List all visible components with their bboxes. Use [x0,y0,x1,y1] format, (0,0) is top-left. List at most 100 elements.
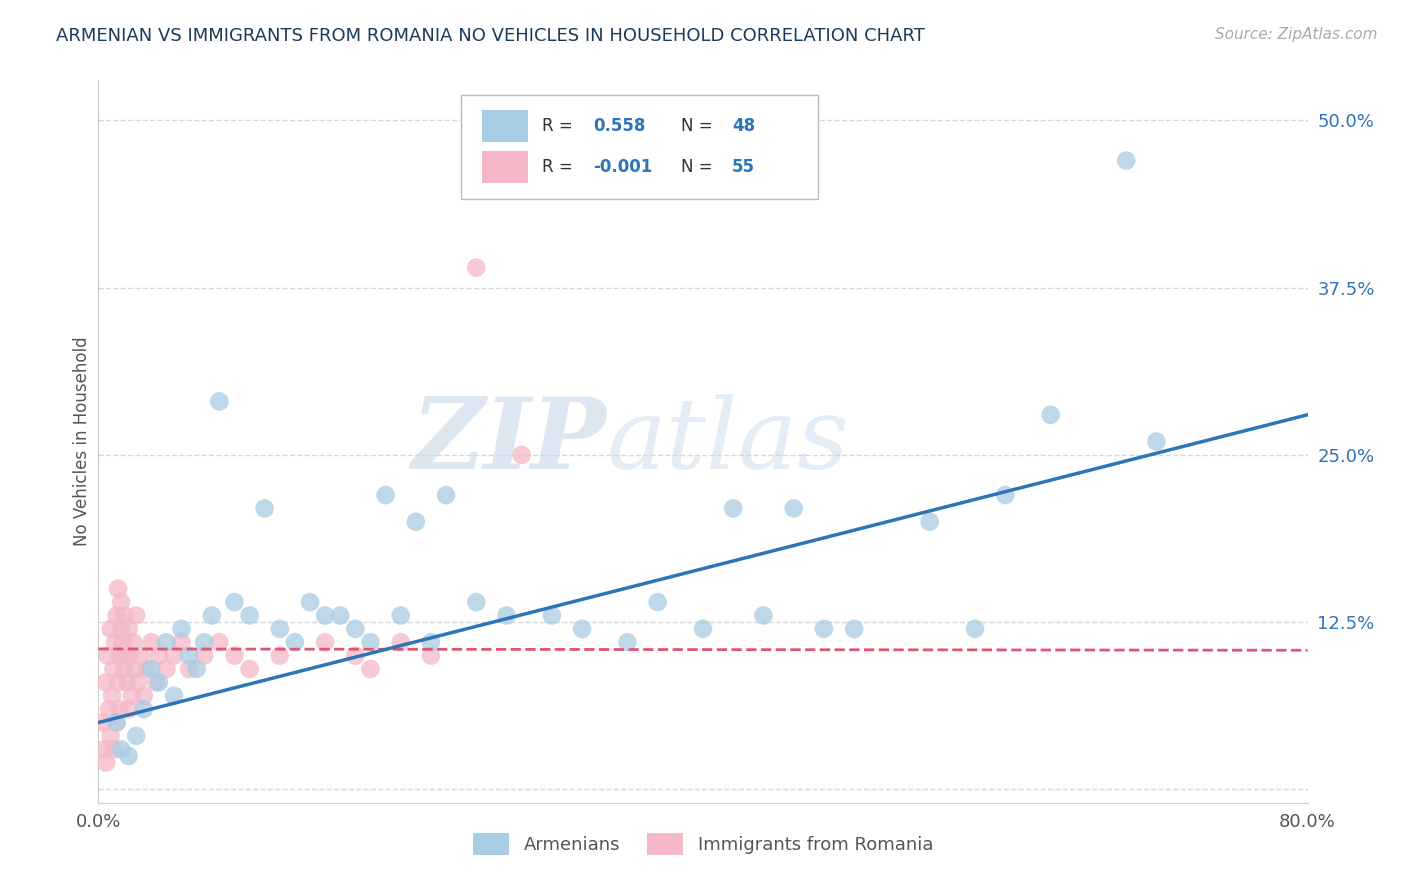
Point [389,635,412,649]
Point [918,515,941,529]
Point [115,675,138,690]
Point [145,675,167,690]
Point [118,702,141,716]
Point [141,662,163,676]
Point [420,648,443,663]
Point [495,608,517,623]
Point [110,622,132,636]
Point [163,689,186,703]
Point [284,635,307,649]
FancyBboxPatch shape [482,151,527,183]
Point [253,501,276,516]
Point [111,635,134,649]
Point [100,729,122,743]
Text: 55: 55 [733,158,755,176]
Point [163,648,186,663]
Point [723,501,745,516]
Point [108,702,131,716]
Point [269,648,291,663]
Point [107,675,129,690]
Point [239,662,262,676]
Point [120,648,142,663]
Point [94,675,117,690]
Text: -0.001: -0.001 [593,158,652,176]
Point [269,622,291,636]
Point [101,689,124,703]
Point [107,582,129,596]
Point [179,648,201,663]
Text: R =: R = [543,117,578,135]
Point [344,648,367,663]
Point [844,622,866,636]
Point [93,742,115,756]
Point [148,648,170,663]
Point [465,260,488,275]
Point [193,648,215,663]
Point [141,635,163,649]
Text: 48: 48 [733,117,755,135]
Point [465,595,488,609]
Text: atlas: atlas [606,394,849,489]
Point [314,608,336,623]
Point [148,675,170,690]
Y-axis label: No Vehicles in Household: No Vehicles in Household [73,336,91,547]
Point [344,622,367,636]
Text: N =: N = [682,117,718,135]
Point [118,622,141,636]
Point [170,635,193,649]
Point [103,742,125,756]
Point [571,622,593,636]
Point [132,702,155,716]
Point [135,662,157,676]
Point [104,635,127,649]
Point [108,648,131,663]
Point [420,635,443,649]
Point [434,488,457,502]
Text: R =: R = [543,158,578,176]
FancyBboxPatch shape [482,110,527,142]
Point [314,635,336,649]
FancyBboxPatch shape [461,95,818,200]
Text: ZIP: ZIP [412,393,606,490]
Point [239,608,262,623]
Point [105,608,128,623]
Point [208,394,231,409]
Point [692,622,714,636]
Point [105,715,128,730]
Point [994,488,1017,502]
Point [360,662,382,676]
Text: 0.558: 0.558 [593,117,645,135]
Point [127,675,149,690]
Point [105,715,128,730]
Point [125,729,148,743]
Point [299,595,322,609]
Point [125,608,148,623]
Point [179,662,201,676]
Point [94,756,117,770]
Text: Source: ZipAtlas.com: Source: ZipAtlas.com [1215,27,1378,42]
Point [783,501,806,516]
Point [121,689,143,703]
Point [813,622,835,636]
Point [112,662,135,676]
Point [124,662,146,676]
Point [122,635,145,649]
Point [129,648,152,663]
Point [103,662,125,676]
Point [155,635,177,649]
Point [193,635,215,649]
Point [91,715,114,730]
Point [208,635,231,649]
Point [201,608,224,623]
Point [616,635,638,649]
Point [155,662,177,676]
Point [112,608,135,623]
Point [186,662,208,676]
Point [360,635,382,649]
Text: N =: N = [682,158,718,176]
Point [510,448,533,462]
Point [224,648,246,663]
Text: ARMENIAN VS IMMIGRANTS FROM ROMANIA NO VEHICLES IN HOUSEHOLD CORRELATION CHART: ARMENIAN VS IMMIGRANTS FROM ROMANIA NO V… [56,27,925,45]
Point [170,622,193,636]
Point [752,608,775,623]
